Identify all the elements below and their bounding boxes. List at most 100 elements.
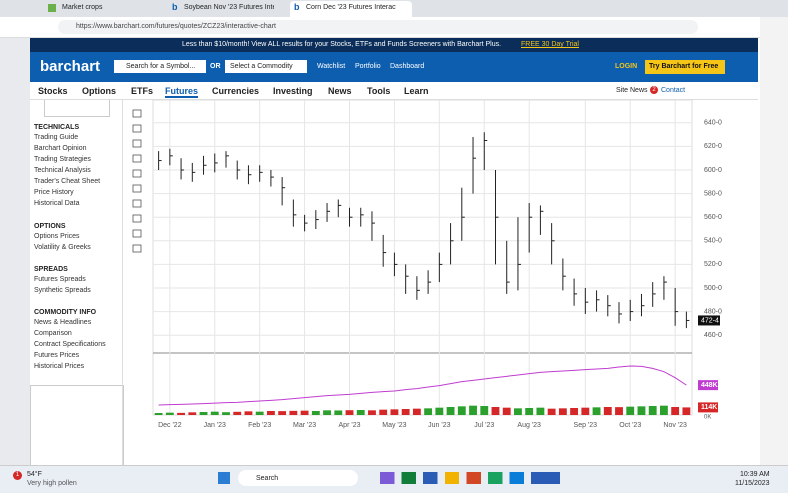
tool-icon xyxy=(132,244,142,253)
tab-icon: b xyxy=(172,2,178,12)
sidebar-link[interactable]: Comparison xyxy=(34,330,72,337)
nav-item[interactable]: Options xyxy=(82,86,116,96)
nav-item[interactable]: Futures xyxy=(165,86,199,98)
sidebar-link[interactable]: Options Prices xyxy=(34,233,80,240)
url-box[interactable] xyxy=(58,20,698,34)
section-title: COMMODITY INFO xyxy=(34,309,97,316)
select-box[interactable] xyxy=(225,60,307,73)
y-tick-label: 620-0 xyxy=(704,143,722,150)
value-label: 448K xyxy=(701,382,718,389)
tool-icon xyxy=(132,154,142,163)
x-tick-label: Dec '22 xyxy=(158,422,182,429)
section-title: SPREADS xyxy=(34,266,68,273)
volume-bar xyxy=(165,412,174,415)
chart: 460-0 480-0 500-0 520-0 540-0 560-0 580-0 600-0… xyxy=(132,100,722,429)
tool-icon xyxy=(132,229,142,238)
badge: 1 xyxy=(13,471,22,480)
sidebar-link[interactable]: Futures Prices xyxy=(34,352,80,359)
volume-bar xyxy=(311,411,320,415)
active-tab[interactable] xyxy=(290,1,412,17)
x-tick-label: Apr '23 xyxy=(339,422,361,429)
nav-item[interactable]: Tools xyxy=(367,86,391,96)
tab[interactable]: Soybean Nov '23 Futures Interac xyxy=(184,4,274,11)
plot-frame xyxy=(152,100,693,416)
x-tick-label: Nov '23 xyxy=(663,422,687,429)
nav-item[interactable]: Currencies xyxy=(212,86,260,96)
site-news[interactable]: Site News xyxy=(616,87,648,94)
logo[interactable]: barchart xyxy=(40,58,101,75)
volume-bar xyxy=(266,411,275,415)
sidebar-link[interactable]: Synthetic Spreads xyxy=(34,287,91,294)
volume-bar xyxy=(581,407,590,415)
login[interactable]: LOGIN xyxy=(615,63,638,70)
volume-bar xyxy=(154,413,163,415)
x-tick-label: Jul '23 xyxy=(474,422,494,429)
tab-icon xyxy=(48,4,56,12)
volume-bar xyxy=(659,405,668,415)
y-tick-label: 580-0 xyxy=(704,190,722,197)
header-link[interactable]: Watchlist xyxy=(317,63,346,70)
y-tick-label: 500-0 xyxy=(704,285,722,292)
volume-bar xyxy=(255,411,264,415)
banner-link[interactable]: FREE 30 Day Trial xyxy=(521,41,579,48)
nav-item[interactable]: News xyxy=(328,86,352,96)
clock-time: 10:39 AM xyxy=(740,471,770,478)
sidebar-link[interactable]: Trader's Cheat Sheet xyxy=(34,178,101,185)
sidebar-link[interactable]: Trading Strategies xyxy=(34,156,91,163)
nav-item[interactable]: Stocks xyxy=(38,86,68,96)
cta-button[interactable] xyxy=(645,60,725,74)
x-tick-label: Jun '23 xyxy=(428,422,450,429)
volume-bar xyxy=(558,408,567,415)
price-label-bg xyxy=(698,315,720,326)
start-button[interactable] xyxy=(218,472,230,484)
volume-bar xyxy=(514,408,522,415)
divider xyxy=(122,100,123,465)
search-bar[interactable] xyxy=(238,470,358,486)
y-tick-label: 460-0 xyxy=(704,332,722,339)
volume-bar xyxy=(592,407,601,415)
search-box[interactable] xyxy=(114,60,206,73)
volume-bar xyxy=(334,410,343,415)
price-label: 472-4 xyxy=(701,317,719,324)
url[interactable]: https://www.barchart.com/futures/quotes/… xyxy=(76,23,276,30)
clock-date: 11/15/2023 xyxy=(735,480,770,487)
app-icons[interactable] xyxy=(380,472,560,484)
value-label-bg xyxy=(698,402,718,413)
tool-icon xyxy=(132,109,142,118)
y-tick-label: 520-0 xyxy=(704,261,722,268)
volume-bar xyxy=(401,409,410,415)
nav-item[interactable]: Investing xyxy=(273,86,313,96)
sidebar-link[interactable]: Historical Prices xyxy=(34,363,85,370)
tab[interactable]: Corn Dec '23 Futures Interactive xyxy=(306,4,396,11)
volume-bar xyxy=(199,412,208,415)
volume-bar xyxy=(480,406,489,415)
tool-icon xyxy=(132,169,142,178)
x-tick-label: Oct '23 xyxy=(619,422,641,429)
nav-item[interactable]: ETFs xyxy=(131,86,154,96)
sidebar-link[interactable]: Barchart Opinion xyxy=(34,145,87,152)
volume-bar xyxy=(457,406,466,415)
header-link[interactable]: Dashboard xyxy=(390,63,425,70)
volume-bar xyxy=(435,407,444,415)
y-tick-label: 640-0 xyxy=(704,120,722,127)
sidebar-link[interactable]: Historical Data xyxy=(34,200,80,207)
sidebar-link[interactable]: Volatility & Greeks xyxy=(34,244,91,251)
sidebar-link[interactable]: Trading Guide xyxy=(34,134,79,141)
nav-item[interactable]: Learn xyxy=(404,86,429,96)
header-link[interactable]: Portfolio xyxy=(355,63,381,70)
cta-text: Try Barchart for Free xyxy=(649,63,719,70)
sidebar-link[interactable]: Technical Analysis xyxy=(34,167,91,174)
sidebar-link[interactable]: News & Headlines xyxy=(34,319,92,326)
select-text: Select a Commodity xyxy=(230,63,293,70)
sidebar-link[interactable]: Price History xyxy=(34,189,74,196)
sidebar-link[interactable]: Futures Spreads xyxy=(34,276,86,283)
volume-bar xyxy=(356,410,365,415)
volume-bar xyxy=(615,407,623,415)
sidebar-link[interactable]: Contract Specifications xyxy=(34,341,106,348)
volume-bar xyxy=(637,406,646,415)
contact[interactable]: Contact xyxy=(661,87,686,94)
tab[interactable]: Market crops xyxy=(62,4,103,11)
x-tick-label: Mar '23 xyxy=(293,422,316,429)
